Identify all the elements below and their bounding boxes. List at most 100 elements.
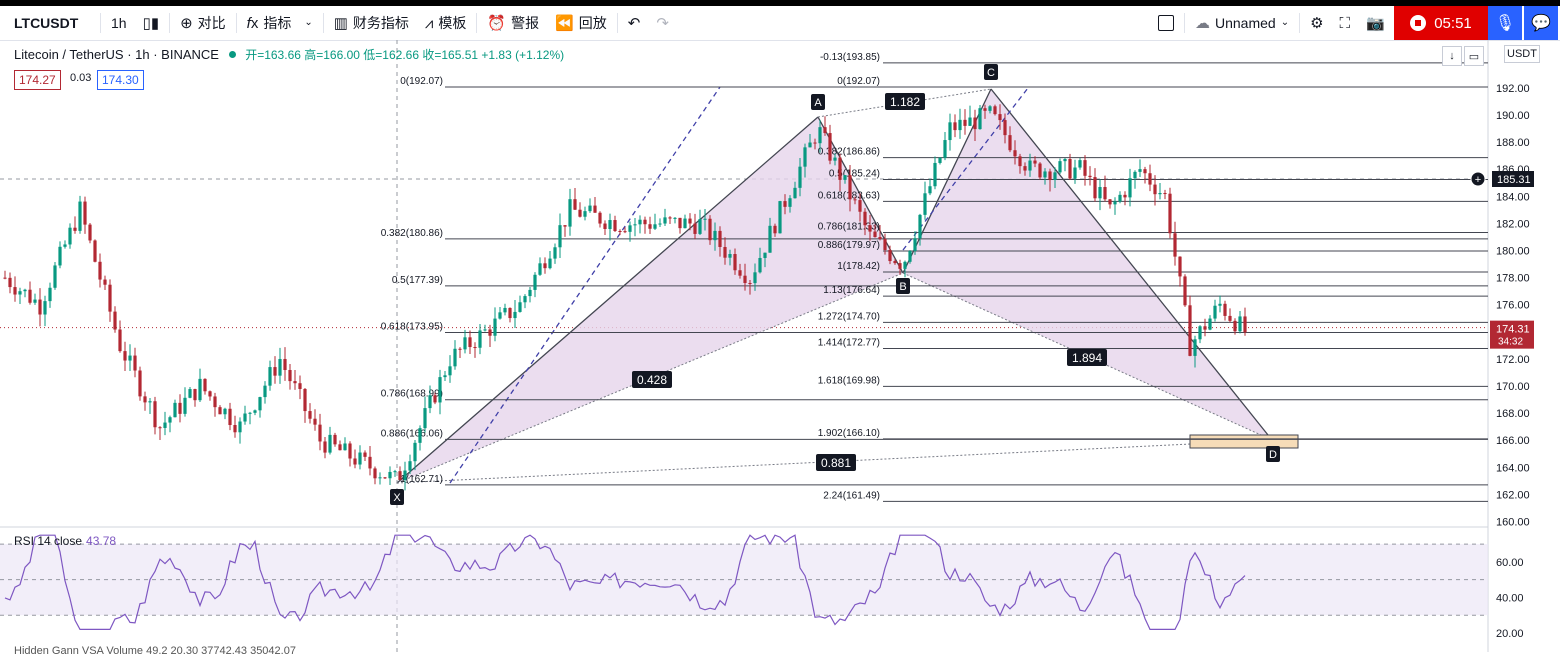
maximize-pane-button[interactable]: ▭ [1464, 46, 1484, 66]
candle-body [98, 261, 102, 280]
currency-badge[interactable]: USDT [1504, 45, 1540, 63]
candle-body [273, 367, 277, 376]
ratio-label-abc: 1.182 [890, 95, 920, 109]
candle-body [778, 201, 782, 234]
candle-body [863, 211, 867, 226]
candle-body [358, 452, 362, 465]
candle-body [1158, 193, 1162, 195]
candle-body [448, 366, 452, 376]
multi-layout-button[interactable] [1150, 6, 1182, 40]
candle-body [278, 358, 282, 376]
symbol-search[interactable]: LTCUSDT [14, 15, 79, 31]
candle-body [458, 348, 462, 350]
candle-body [148, 401, 152, 403]
candle-body [528, 289, 532, 297]
candle-body [28, 289, 32, 303]
candle-body [53, 265, 57, 288]
candle-body [518, 302, 522, 312]
compare-button[interactable]: ⊕ 对比 [172, 6, 234, 40]
candle-body [293, 381, 297, 384]
candle-body [548, 258, 552, 269]
candle-body [308, 411, 312, 419]
download-button[interactable]: ↓ [1442, 46, 1462, 66]
templates-button[interactable]: ⩘ 模板 [417, 6, 474, 40]
fib-left-label: 0.886(166.06) [381, 428, 443, 439]
candle-body [1203, 326, 1207, 330]
candle-body [623, 231, 627, 233]
candle-body [568, 199, 572, 227]
fib-right-label: 1.272(174.70) [818, 311, 880, 322]
alert-button[interactable]: ⏰ 警报 [479, 6, 547, 40]
point-label: C [987, 67, 995, 79]
candle-body [748, 282, 752, 284]
ask-price[interactable]: 174.30 [97, 70, 144, 90]
settings-button[interactable]: ⚙ [1302, 6, 1331, 40]
candle-body [88, 224, 92, 241]
rsi-label: RSI 14 close [14, 534, 83, 548]
xab-triangle [397, 117, 903, 483]
financials-button[interactable]: ▥ 财务指标 [326, 6, 417, 40]
candle-body [493, 318, 497, 336]
market-open-icon [228, 51, 236, 58]
candle-body [263, 385, 267, 398]
candle-body [663, 217, 667, 224]
chart-type-button[interactable]: ▯▮ [135, 6, 168, 40]
layout-name-button[interactable]: ☁ Unnamed ⌄ [1187, 6, 1297, 40]
replay-button[interactable]: ⏪ 回放 [547, 6, 615, 40]
candle-body [373, 468, 377, 479]
divider [100, 13, 101, 33]
interval-button[interactable]: 1h [111, 15, 127, 31]
undo-button[interactable]: ↶ [620, 6, 649, 40]
candle-body [303, 388, 307, 412]
candle-body [878, 237, 882, 239]
compare-label: 对比 [197, 15, 226, 31]
fib-right-label: 0.5(185.24) [829, 169, 880, 180]
undo-icon: ↶ [627, 14, 641, 32]
rsi-tick: 20.00 [1496, 628, 1524, 640]
fib-right-label: 1(178.42) [837, 261, 880, 272]
candle-body [83, 201, 87, 225]
candle-body [498, 312, 502, 319]
recording-timer[interactable]: 05:51 [1394, 6, 1488, 40]
candle-body [1153, 184, 1157, 195]
ratio-label-xad: 0.881 [821, 456, 851, 470]
fullscreen-button[interactable]: ⛶ [1332, 6, 1359, 40]
timer-label: 05:51 [1434, 14, 1472, 32]
candle-body [753, 272, 757, 284]
candle-body [658, 223, 662, 225]
chat-button[interactable]: 💬 [1524, 6, 1558, 40]
point-badge [984, 64, 998, 80]
candle-body [288, 370, 292, 382]
candle-body [38, 299, 42, 315]
candle-body [138, 370, 142, 397]
microphone-button[interactable]: 🎙 [1488, 6, 1522, 40]
candle-body [733, 254, 737, 271]
candle-body [1243, 316, 1247, 333]
candle-body [643, 219, 647, 225]
fib-right-label: 0(192.07) [837, 76, 880, 87]
candle-body [1183, 276, 1187, 306]
candle-body [523, 296, 527, 303]
candle-body [208, 391, 212, 397]
candle-body [1178, 256, 1182, 277]
bid-price[interactable]: 174.27 [14, 70, 61, 90]
ratio-label-bcd: 1.894 [1072, 351, 1102, 365]
rsi-pane: 60.00 40.00 20.00 [0, 534, 1524, 640]
candle-body [583, 211, 587, 217]
candle-body [8, 277, 12, 288]
rsi-tick: 60.00 [1496, 557, 1524, 569]
candle-body [1188, 305, 1192, 356]
candle-body [818, 127, 822, 144]
candle-body [1148, 173, 1152, 185]
snapshot-button[interactable]: 📷 [1358, 6, 1393, 40]
candle-body [403, 470, 407, 480]
candle-body [503, 307, 507, 313]
indicators-button[interactable]: fx 指标 ⌄ [239, 6, 321, 40]
candle-body [438, 377, 442, 403]
redo-button[interactable]: ↷ [648, 6, 677, 40]
candle-body [993, 106, 997, 115]
candle-body [13, 287, 17, 295]
candle-body [683, 218, 687, 229]
harmonic-pattern [396, 86, 1299, 484]
